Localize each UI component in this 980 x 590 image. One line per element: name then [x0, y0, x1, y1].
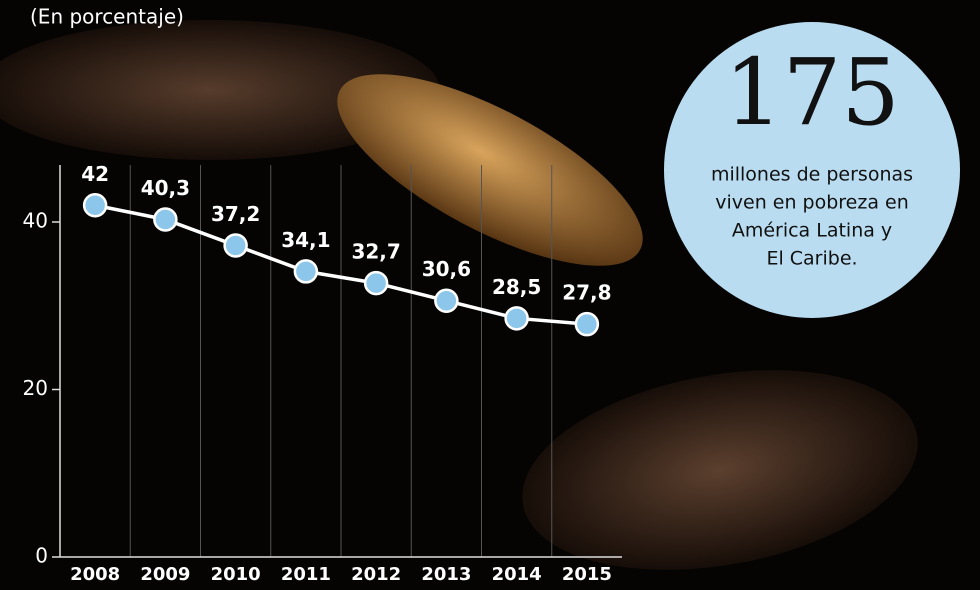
x-tick-label: 2009 [140, 564, 190, 585]
data-point [504, 306, 529, 331]
data-label: 28,5 [492, 275, 541, 299]
data-label: 42 [81, 162, 109, 186]
data-label: 30,6 [422, 257, 471, 281]
x-tick-label: 2008 [70, 564, 120, 585]
highlight-number: 175 [724, 39, 900, 146]
highlight-text: millones de personas [711, 164, 913, 186]
data-label: 34,1 [281, 228, 330, 252]
data-point [363, 270, 389, 296]
x-tick-label: 2013 [421, 564, 471, 585]
y-tick-label: 40 [23, 209, 48, 233]
hand-top [0, 20, 440, 160]
highlight-circle [664, 22, 960, 318]
data-point [574, 311, 600, 337]
x-tick-label: 2011 [281, 564, 331, 585]
y-tick-label: 20 [23, 376, 48, 400]
data-point [82, 193, 108, 218]
highlight-text: viven en pobreza en [715, 192, 909, 214]
x-tick-label: 2010 [211, 564, 261, 585]
data-point [434, 288, 459, 313]
x-tick-label: 2012 [351, 564, 401, 585]
subtitle: (En porcentaje) [30, 5, 184, 29]
data-point [153, 207, 178, 232]
data-label: 37,2 [211, 202, 260, 226]
data-label: 27,8 [562, 281, 611, 305]
hand-bottom [522, 370, 918, 570]
data-label: 40,3 [141, 176, 190, 200]
bread [337, 74, 643, 266]
x-tick-label: 2015 [562, 564, 612, 585]
data-point [223, 233, 248, 258]
highlight-text: América Latina y [732, 220, 892, 242]
data-label: 32,7 [351, 240, 400, 264]
y-tick-label: 0 [35, 544, 48, 568]
highlight-text: El Caribe. [766, 248, 857, 270]
data-point [293, 259, 319, 284]
x-tick-label: 2014 [492, 564, 542, 585]
